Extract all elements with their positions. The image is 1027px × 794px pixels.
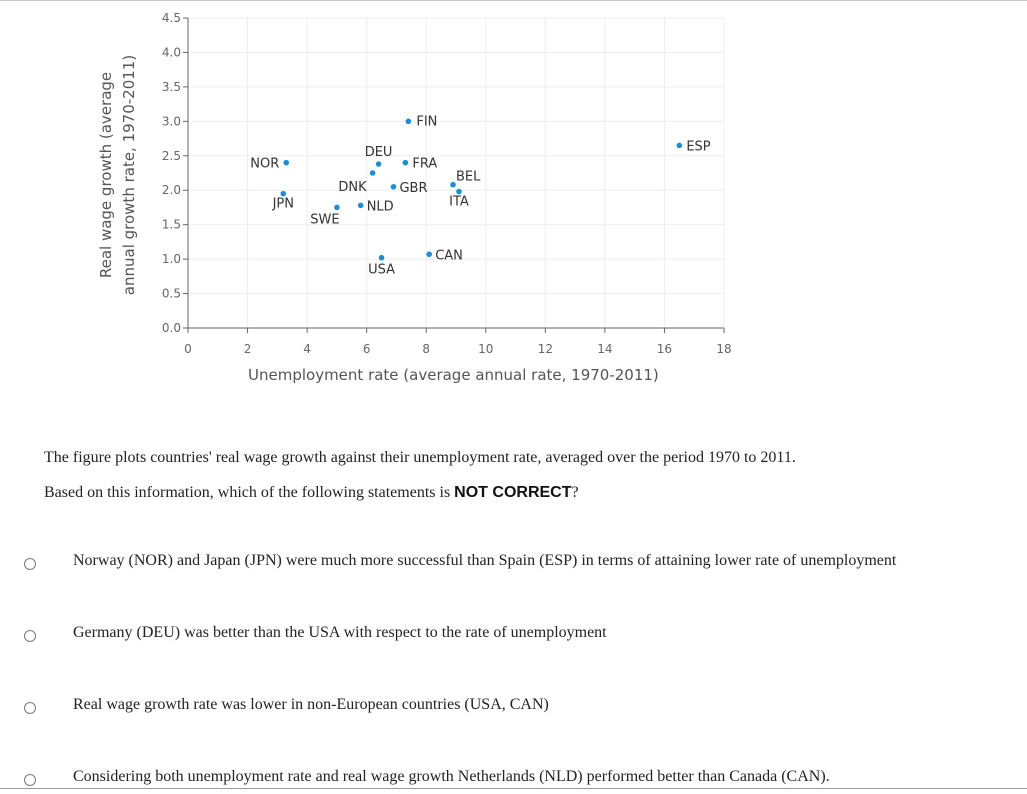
answer-option-4[interactable]: Considering both unemployment rate and r… — [0, 766, 1027, 794]
data-label: ITA — [449, 195, 469, 210]
x-tick-label: 10 — [478, 342, 493, 356]
question-prompt-suffix: ? — [571, 484, 579, 501]
question-prompt: Based on this information, which of the … — [44, 484, 579, 502]
y-tick-label: 2.5 — [162, 149, 181, 163]
data-label: FRA — [412, 157, 437, 172]
data-point — [375, 161, 382, 167]
y-tick-label: 1.5 — [162, 218, 181, 232]
data-point — [426, 251, 433, 258]
answer-option-1[interactable]: Norway (NOR) and Japan (JPN) were much m… — [0, 550, 1027, 578]
data-point — [334, 204, 340, 211]
x-tick-label: 12 — [538, 342, 553, 356]
y-tick-label: 2.0 — [162, 183, 181, 197]
scatter-chart: 0.0 0.5 1.0 1.5 2.0 2.5 3.0 3.5 4.0 4.5 0 2 4 6 8 10 12 1… — [0, 0, 760, 400]
data-point — [283, 159, 290, 166]
x-tick-label: 2 — [244, 342, 252, 356]
data-label: ESP — [686, 139, 710, 154]
question-prompt-prefix: Based on this information, which of the … — [44, 484, 455, 501]
data-label: BEL — [456, 170, 481, 185]
answer-option-text: Considering both unemployment rate and r… — [73, 768, 830, 785]
data-label: FIN — [416, 114, 437, 129]
data-label: DEU — [365, 145, 393, 160]
y-tick-label: 4.0 — [162, 45, 181, 59]
x-tick-label: 8 — [422, 342, 430, 356]
data-point — [390, 183, 397, 190]
y-tick-label: 3.5 — [162, 80, 181, 94]
data-point — [456, 188, 462, 195]
x-tick-label: 16 — [657, 342, 672, 356]
answer-option-text: Norway (NOR) and Japan (JPN) were much m… — [73, 552, 897, 569]
data-point — [280, 190, 287, 197]
y-tick-label: 4.5 — [162, 11, 181, 25]
data-point — [369, 170, 376, 176]
y-axis-label-line2: annual growth rate, 1970-2011) — [120, 54, 138, 296]
radio-button[interactable] — [24, 702, 36, 714]
data-point — [357, 202, 364, 209]
data-label: NOR — [250, 157, 279, 172]
data-point — [405, 118, 412, 125]
data-label: USA — [368, 263, 395, 278]
radio-button[interactable] — [24, 774, 36, 786]
bottom-divider — [0, 788, 1027, 789]
question-text: The figure plots countries' real wage gr… — [44, 449, 796, 466]
question-emphasis: NOT CORRECT — [454, 484, 572, 501]
data-label: GBR — [399, 181, 427, 196]
x-tick-label: 6 — [363, 342, 371, 356]
answer-option-3[interactable]: Real wage growth rate was lower in non-E… — [0, 694, 1027, 722]
data-label: CAN — [435, 248, 463, 263]
y-tick-label: 0.5 — [162, 287, 181, 301]
data-point — [450, 181, 456, 188]
y-tick-label: 3.0 — [162, 114, 181, 128]
x-tick-label: 18 — [716, 342, 731, 356]
x-tick-label: 14 — [597, 342, 612, 356]
answer-option-text: Germany (DEU) was better than the USA wi… — [73, 624, 607, 641]
x-tick-label: 4 — [303, 342, 311, 356]
y-axis-label-line1: Real wage growth (average — [97, 71, 115, 279]
top-divider — [0, 0, 1027, 1]
chart-canvas: 0.0 0.5 1.0 1.5 2.0 2.5 3.0 3.5 4.0 4.5 0 2 4 6 8 10 12 1… — [162, 11, 732, 356]
answer-option-2[interactable]: Germany (DEU) was better than the USA wi… — [0, 622, 1027, 650]
answer-option-text: Real wage growth rate was lower in non-E… — [73, 696, 549, 713]
data-label: JPN — [272, 197, 294, 212]
data-point — [378, 254, 385, 261]
data-point — [402, 159, 409, 166]
x-axis-label: Unemployment rate (average annual rate, … — [248, 366, 659, 384]
data-label: SWE — [310, 212, 339, 227]
x-tick-label: 0 — [184, 342, 192, 356]
radio-button[interactable] — [24, 558, 36, 570]
y-tick-label: 1.0 — [162, 252, 181, 266]
data-label: DNK — [338, 180, 367, 195]
y-tick-label: 0.0 — [162, 321, 181, 335]
data-label: NLD — [367, 199, 394, 214]
radio-button[interactable] — [24, 630, 36, 642]
data-point — [676, 142, 683, 149]
